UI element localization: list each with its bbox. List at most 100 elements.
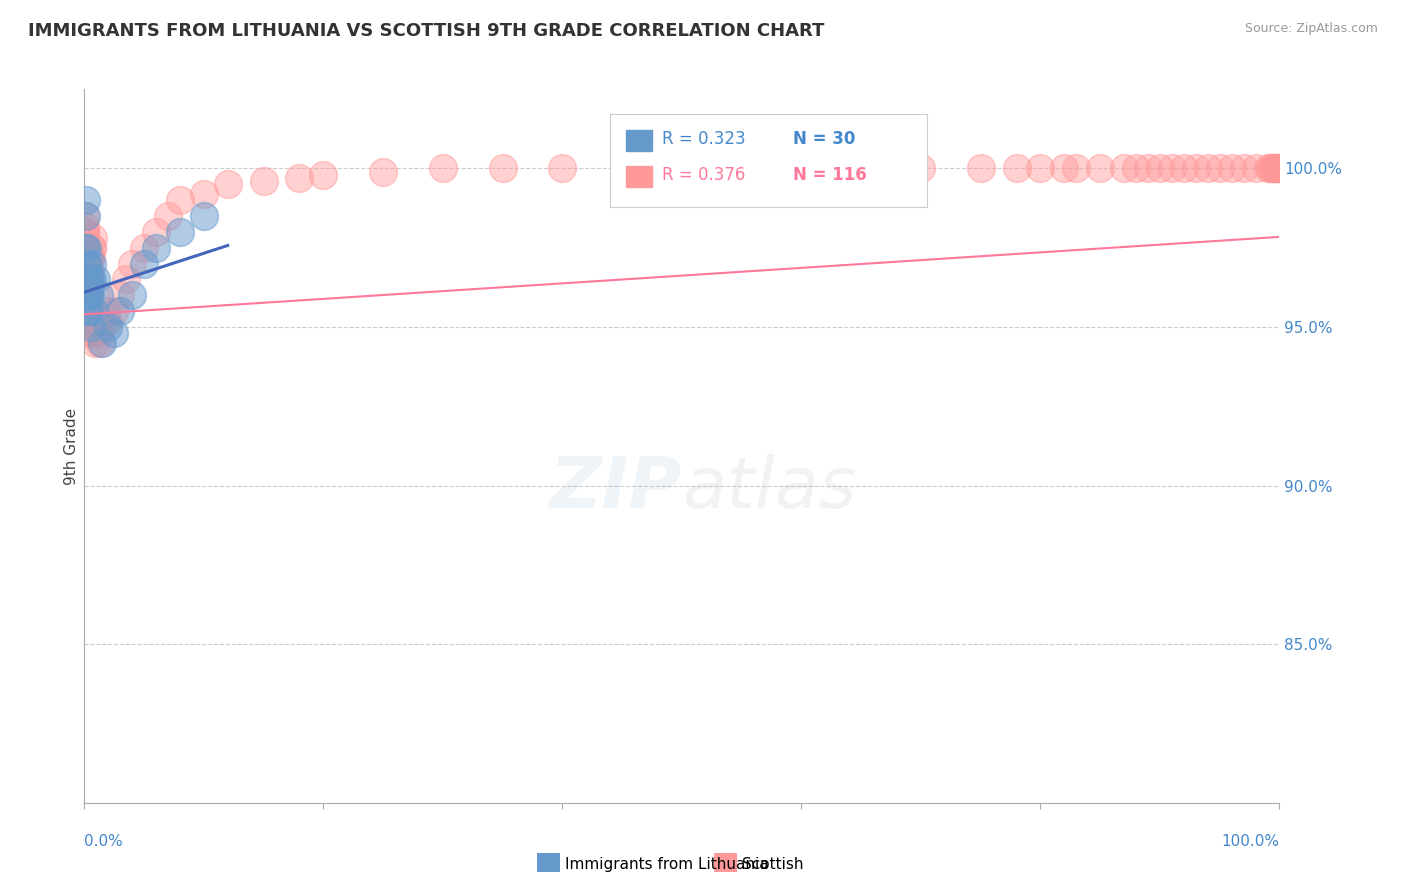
- Point: [76, 288, 98, 302]
- Text: Immigrants from Lithuania: Immigrants from Lithuania: [565, 857, 769, 871]
- Point: [1258, 161, 1281, 176]
- Point: [79, 250, 101, 264]
- Point: [1267, 161, 1289, 176]
- Point: [169, 193, 191, 207]
- Point: [77, 263, 100, 277]
- Point: [851, 161, 873, 176]
- Point: [1267, 161, 1289, 176]
- Y-axis label: 9th Grade: 9th Grade: [63, 408, 79, 484]
- Text: IMMIGRANTS FROM LITHUANIA VS SCOTTISH 9TH GRADE CORRELATION CHART: IMMIGRANTS FROM LITHUANIA VS SCOTTISH 9T…: [28, 22, 824, 40]
- Point: [79, 314, 101, 328]
- Point: [121, 288, 143, 302]
- Point: [1053, 161, 1076, 176]
- Point: [1268, 161, 1291, 176]
- Point: [77, 257, 100, 271]
- Point: [1114, 161, 1136, 176]
- Point: [76, 272, 98, 286]
- Point: [82, 241, 104, 255]
- Point: [169, 225, 191, 239]
- Point: [76, 282, 98, 296]
- Point: [1185, 161, 1208, 176]
- Point: [75, 241, 97, 255]
- Point: [76, 241, 98, 255]
- Point: [79, 326, 101, 341]
- Point: [77, 294, 100, 309]
- Point: [910, 161, 932, 176]
- Text: N = 116: N = 116: [793, 166, 868, 184]
- Point: [75, 225, 97, 239]
- Point: [75, 272, 97, 286]
- Text: ZIP: ZIP: [550, 454, 682, 524]
- Text: Scottish: Scottish: [742, 857, 804, 871]
- Point: [145, 225, 167, 239]
- Point: [551, 161, 574, 176]
- Point: [76, 288, 98, 302]
- Point: [76, 304, 98, 318]
- Point: [1066, 161, 1088, 176]
- Point: [373, 164, 395, 178]
- Text: atlas: atlas: [682, 454, 856, 524]
- Point: [82, 304, 104, 318]
- Point: [73, 225, 96, 239]
- Point: [1264, 161, 1286, 176]
- Text: R = 0.323: R = 0.323: [662, 130, 745, 148]
- Point: [79, 272, 101, 286]
- Point: [312, 168, 335, 182]
- Point: [432, 161, 454, 176]
- Point: [77, 272, 100, 286]
- Point: [76, 294, 98, 309]
- Point: [91, 335, 114, 350]
- Point: [89, 335, 111, 350]
- Point: [76, 263, 98, 277]
- Point: [77, 304, 100, 318]
- Point: [75, 231, 97, 245]
- Bar: [626, 166, 652, 187]
- Point: [82, 257, 104, 271]
- Point: [77, 288, 100, 302]
- Point: [82, 231, 104, 245]
- Point: [75, 219, 97, 233]
- Point: [103, 326, 125, 341]
- Point: [1263, 161, 1285, 176]
- Point: [76, 288, 98, 302]
- Point: [288, 171, 311, 186]
- Point: [1029, 161, 1052, 176]
- Point: [82, 320, 104, 334]
- Point: [80, 314, 103, 328]
- FancyBboxPatch shape: [610, 114, 927, 207]
- Text: 100.0%: 100.0%: [1222, 834, 1279, 848]
- Point: [77, 288, 100, 302]
- Point: [77, 272, 100, 286]
- Point: [87, 314, 110, 328]
- Point: [76, 288, 98, 302]
- Point: [1173, 161, 1195, 176]
- Point: [76, 257, 98, 271]
- Point: [132, 241, 156, 255]
- Point: [790, 161, 813, 176]
- Point: [73, 209, 96, 223]
- Point: [671, 161, 693, 176]
- Point: [75, 209, 97, 223]
- Point: [217, 178, 239, 192]
- Point: [77, 282, 100, 296]
- Point: [1149, 161, 1171, 176]
- Point: [77, 320, 100, 334]
- Point: [1233, 161, 1256, 176]
- Point: [253, 174, 276, 188]
- Text: N = 30: N = 30: [793, 130, 855, 148]
- Text: R = 0.376: R = 0.376: [662, 166, 745, 184]
- Point: [83, 304, 105, 318]
- Point: [83, 320, 105, 334]
- Point: [132, 257, 156, 271]
- Text: Source: ZipAtlas.com: Source: ZipAtlas.com: [1244, 22, 1378, 36]
- Point: [80, 241, 103, 255]
- Point: [1125, 161, 1147, 176]
- Point: [1261, 161, 1284, 176]
- Point: [1209, 161, 1232, 176]
- Point: [75, 272, 97, 286]
- Point: [1265, 161, 1288, 176]
- Point: [1005, 161, 1028, 176]
- Point: [77, 294, 100, 309]
- Point: [75, 257, 97, 271]
- Point: [94, 304, 117, 318]
